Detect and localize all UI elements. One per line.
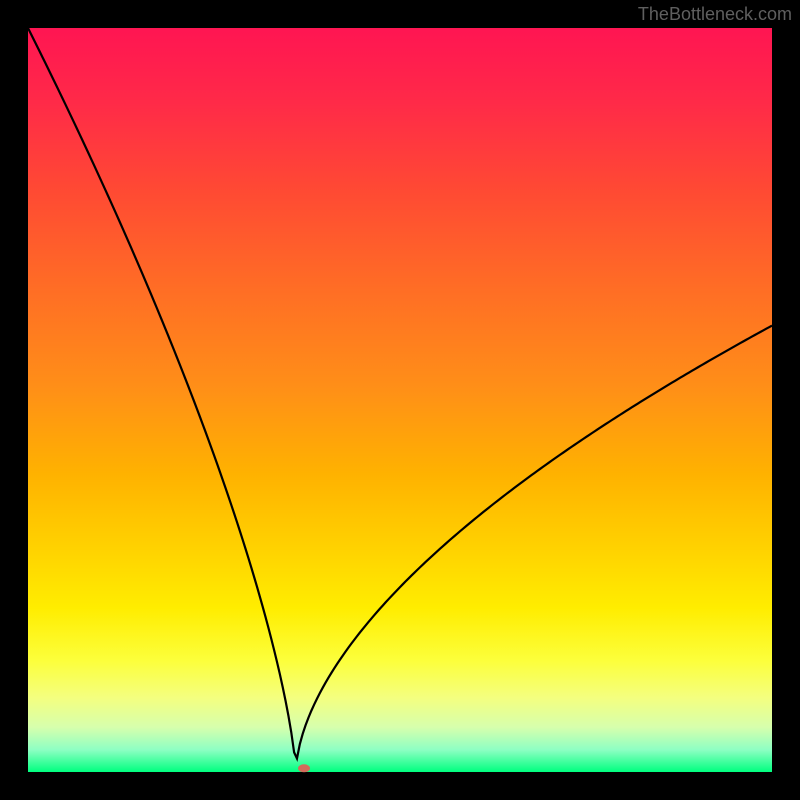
- bottleneck-chart: [0, 0, 800, 800]
- chart-container: TheBottleneck.com: [0, 0, 800, 800]
- optimal-point-marker: [298, 764, 310, 772]
- plot-background: [28, 28, 772, 772]
- watermark-text: TheBottleneck.com: [638, 4, 792, 25]
